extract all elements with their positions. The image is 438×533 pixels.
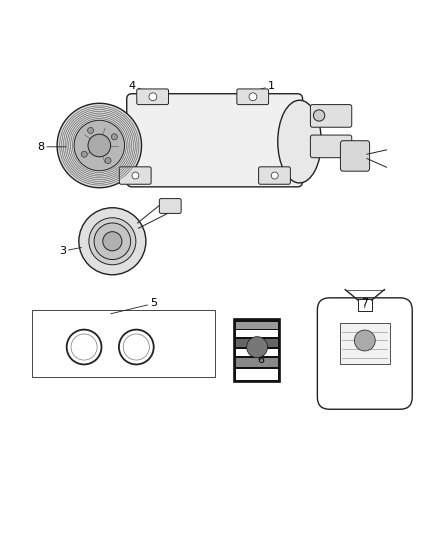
FancyBboxPatch shape	[311, 135, 352, 158]
FancyBboxPatch shape	[258, 167, 290, 184]
Text: 4: 4	[128, 81, 160, 96]
Bar	[237, 330, 278, 337]
Bar	[339, 323, 390, 365]
Bar	[237, 349, 278, 356]
Circle shape	[57, 103, 141, 188]
Circle shape	[74, 120, 124, 171]
Text: 8: 8	[37, 142, 66, 152]
Text: 1: 1	[239, 81, 275, 96]
Circle shape	[249, 93, 257, 101]
Circle shape	[247, 337, 268, 358]
Text: 3: 3	[59, 246, 81, 256]
Circle shape	[94, 223, 131, 260]
Circle shape	[88, 127, 94, 133]
Text: 6: 6	[257, 350, 264, 365]
Circle shape	[81, 151, 87, 157]
Bar	[234, 319, 280, 382]
Circle shape	[132, 172, 139, 179]
Circle shape	[79, 208, 146, 275]
Circle shape	[314, 110, 325, 121]
Bar	[237, 322, 278, 329]
Circle shape	[149, 93, 157, 101]
Circle shape	[105, 158, 111, 164]
Bar	[237, 339, 278, 347]
Circle shape	[88, 134, 111, 157]
Bar	[237, 369, 278, 379]
Circle shape	[271, 172, 278, 179]
FancyBboxPatch shape	[311, 104, 352, 127]
Bar	[237, 358, 278, 367]
FancyBboxPatch shape	[237, 89, 268, 104]
Circle shape	[354, 330, 375, 351]
FancyBboxPatch shape	[119, 167, 151, 184]
FancyBboxPatch shape	[318, 298, 412, 409]
Bar	[32, 310, 215, 377]
Text: 5: 5	[111, 298, 157, 314]
Circle shape	[111, 134, 117, 140]
FancyBboxPatch shape	[137, 89, 169, 104]
Circle shape	[103, 232, 122, 251]
Circle shape	[89, 218, 136, 265]
FancyBboxPatch shape	[340, 141, 370, 171]
FancyBboxPatch shape	[127, 94, 303, 187]
Bar	[358, 299, 372, 311]
FancyBboxPatch shape	[159, 199, 181, 213]
Text: 7: 7	[361, 298, 368, 309]
Ellipse shape	[278, 100, 321, 183]
